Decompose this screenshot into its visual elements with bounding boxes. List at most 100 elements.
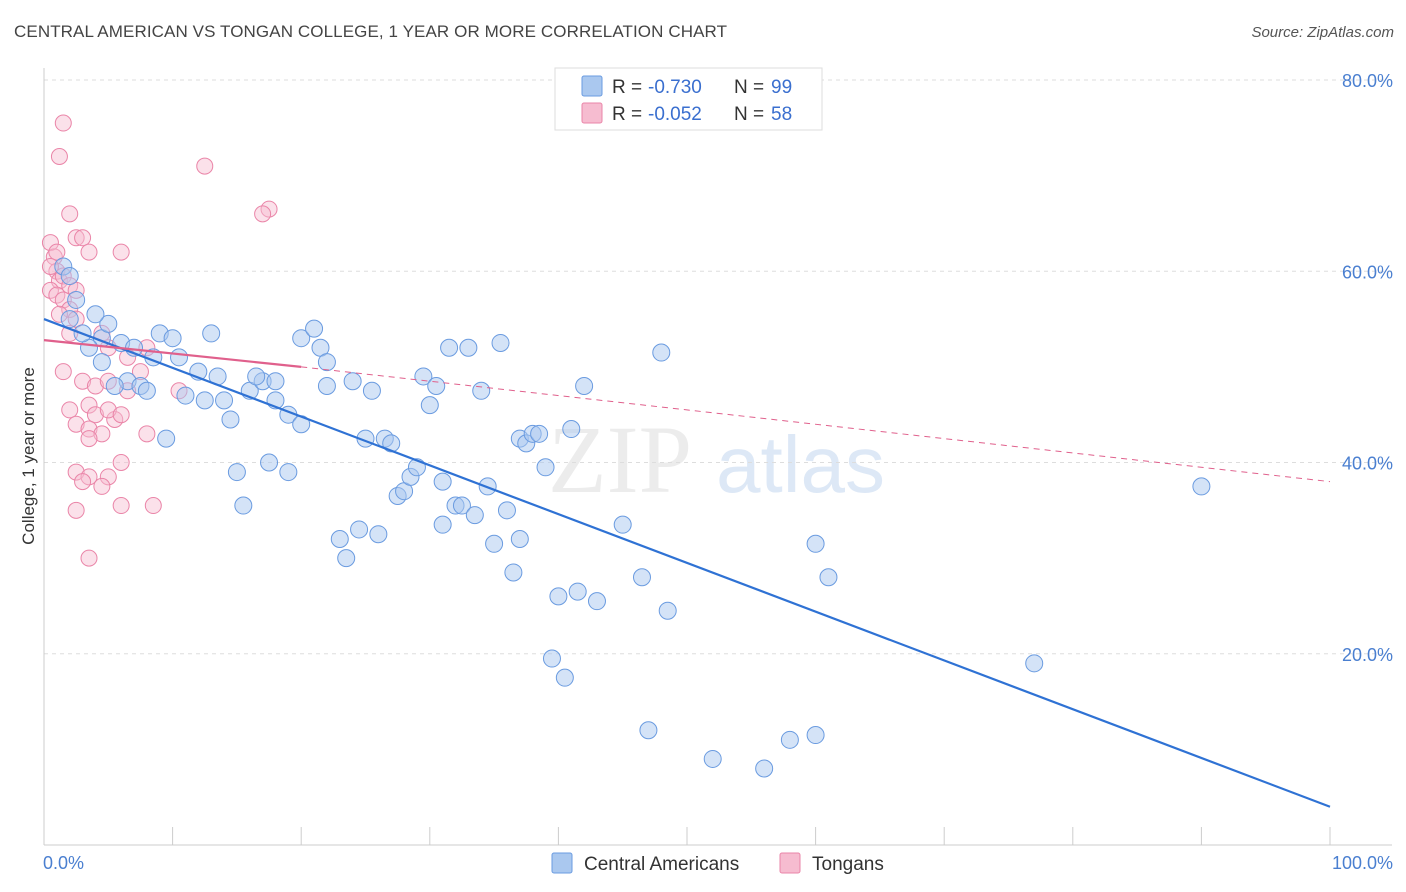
source-label: Source: ZipAtlas.com [1251, 24, 1394, 41]
central-american-point [632, 568, 651, 587]
central-american-point [485, 534, 504, 553]
tongan-point [54, 114, 72, 132]
central-american-point [465, 506, 484, 525]
central-american-point [549, 587, 568, 606]
tongan-point [67, 415, 85, 433]
central-american-point [234, 496, 253, 515]
bottom-legend-swatch-pink [779, 852, 801, 874]
tongan-point [67, 463, 85, 481]
bottom-legend-tongans: Tongans [812, 854, 884, 875]
central-american-point [92, 353, 111, 372]
legend: R = -0.730 N = 99 R = -0.052 N = 58 [554, 67, 823, 131]
tongan-point [54, 363, 72, 381]
y-tick-label: 20.0% [1342, 645, 1393, 665]
central-american-point [806, 534, 825, 553]
watermark-atlas: atlas [716, 420, 885, 509]
tongan-point [41, 234, 59, 252]
tongan-point [99, 401, 117, 419]
central-american-point [440, 338, 459, 357]
central-american-point [433, 472, 452, 491]
central-american-point [780, 730, 799, 749]
tongan-point [80, 549, 98, 567]
y-tick-label: 40.0% [1342, 454, 1393, 474]
central-american-point [330, 530, 349, 548]
legend-swatch-pink [581, 102, 603, 124]
central-american-point [137, 381, 156, 400]
central-american-point [568, 582, 587, 601]
tongan-point [144, 497, 162, 515]
central-american-point [703, 749, 722, 768]
central-american-point [369, 525, 388, 544]
tongan-point [48, 243, 66, 261]
tongan-point [112, 243, 130, 261]
tongan-point [112, 406, 130, 424]
central-american-point [343, 372, 362, 391]
tongan-point [80, 243, 98, 261]
tongan-point [80, 396, 98, 414]
gridlines [44, 79, 1392, 655]
central-american-point [414, 367, 433, 386]
central-american-point [247, 367, 266, 386]
central-american-point [510, 530, 529, 548]
central-american-point [420, 396, 439, 415]
central-american-point [562, 420, 581, 439]
central-american-point [305, 319, 324, 338]
tongan-point [112, 497, 130, 515]
central-american-point [279, 463, 298, 482]
x-tick-label: 0.0% [43, 853, 84, 873]
tongan-point [74, 229, 92, 247]
central-american-point [60, 267, 79, 286]
central-american-point [819, 568, 838, 587]
tongan-point [67, 501, 85, 519]
central-american-point [362, 381, 381, 400]
bottom-legend: Central Americans Tongans [551, 852, 884, 875]
central-american-point [658, 601, 677, 620]
tongan-point [86, 406, 104, 424]
y-tick-label: 80.0% [1342, 71, 1393, 91]
y-tick-label: 60.0% [1342, 262, 1393, 282]
central-american-point [163, 329, 182, 348]
tongan-point [99, 468, 117, 486]
legend-r-value-2: -0.052 [648, 104, 702, 125]
central-american-point [472, 381, 491, 400]
tongan-point [74, 473, 92, 491]
legend-r-label-2: R = [612, 104, 642, 125]
central-american-point [497, 501, 516, 520]
central-american-point [1192, 477, 1211, 496]
central-american-point [86, 305, 105, 324]
legend-n-label-1: N = [734, 77, 764, 98]
central-american-point [266, 372, 285, 391]
central-american-point [575, 377, 594, 395]
tongans-trend-line [43, 339, 302, 368]
legend-n-value-2: 58 [771, 104, 792, 125]
central-american-point [215, 391, 234, 410]
trend-lines [43, 318, 1331, 808]
central-american-point [1025, 654, 1044, 673]
tongan-point [254, 205, 272, 223]
tongan-point [67, 229, 85, 247]
tongan-point [112, 454, 130, 471]
tongan-point [61, 205, 79, 223]
central-american-point [452, 496, 471, 515]
central-american-point [105, 377, 124, 395]
legend-n-value-1: 99 [771, 77, 792, 98]
central-american-point [176, 386, 195, 405]
legend-r-value-1: -0.730 [648, 77, 702, 98]
central-american-point [433, 515, 452, 534]
central-american-point [260, 453, 279, 472]
x-tick-label: 100.0% [1332, 853, 1393, 873]
tongan-point [74, 372, 92, 390]
y-axis-label: College, 1 year or more [19, 367, 38, 545]
central-american-point [292, 329, 311, 348]
chart-title: CENTRAL AMERICAN VS TONGAN COLLEGE, 1 YE… [14, 22, 728, 41]
central-american-point [504, 563, 523, 582]
central-american-point [99, 314, 118, 333]
axes [43, 68, 1392, 846]
tongan-point [50, 148, 68, 165]
central-american-point [530, 424, 549, 443]
central-american-point [170, 348, 189, 367]
tongan-point [138, 425, 156, 443]
legend-swatch-blue [581, 75, 603, 97]
central-american-point [317, 353, 336, 372]
